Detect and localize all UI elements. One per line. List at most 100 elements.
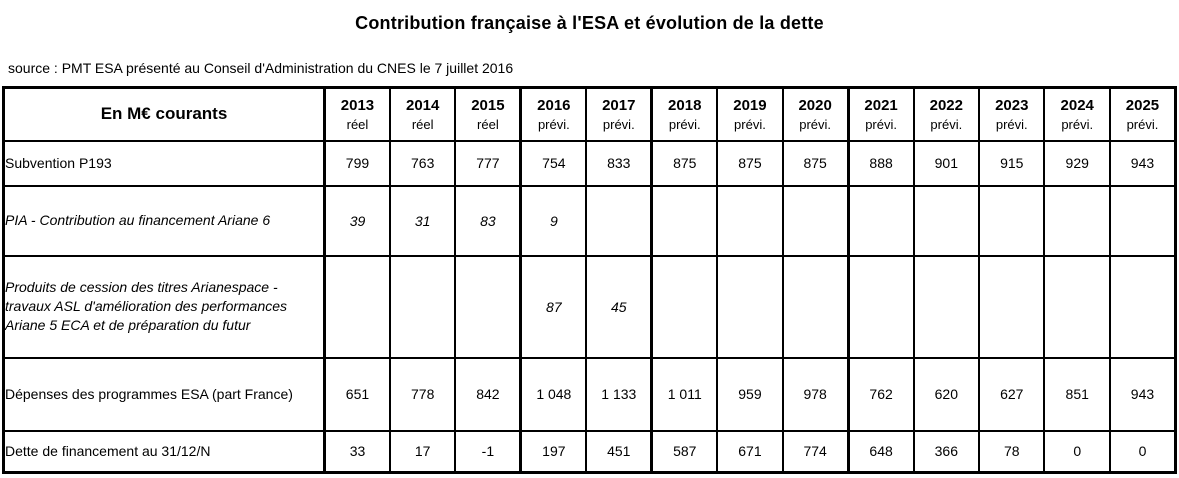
- table-body: Subvention P193 799 763 777 754 833 875 875 875 8…: [2, 139, 1177, 474]
- column-kind-label: prévi.: [602, 116, 635, 132]
- value-cell: [388, 254, 457, 359]
- value-cell: 1 133: [585, 356, 654, 432]
- column-header-2022: 2022 prévi.: [912, 86, 981, 142]
- column-kind-label: prévi.: [1126, 116, 1159, 132]
- column-kind-label: réel: [477, 116, 499, 132]
- year-label: 2018: [668, 96, 702, 114]
- column-kind-label: prévi.: [734, 116, 766, 132]
- year-label: 2024: [1060, 96, 1094, 114]
- year-label: 2020: [798, 96, 832, 114]
- page-title: Contribution française à l'ESA et évolut…: [355, 13, 824, 33]
- value-cell: 9: [519, 184, 588, 257]
- column-header-2017: 2017 prévi.: [585, 86, 654, 142]
- year-label: 2019: [733, 96, 767, 114]
- column-header-2020: 2020 prévi.: [781, 86, 850, 142]
- value-cell: 778: [388, 356, 457, 432]
- value-cell: 648: [847, 429, 915, 474]
- table-row: Dette de financement au 31/12/N 33 17 -1 197…: [2, 429, 1177, 474]
- table-row: Dépenses des programmes ESA (part France…: [2, 356, 1177, 432]
- year-label: 2015: [471, 96, 505, 114]
- value-cell: [1043, 184, 1111, 257]
- value-cell: [781, 184, 850, 257]
- value-cell: 451: [585, 429, 654, 474]
- value-cell: 754: [519, 139, 588, 187]
- value-cell: 87: [519, 254, 588, 359]
- value-cell: 0: [1108, 429, 1177, 474]
- value-cell: -1: [454, 429, 523, 474]
- value-cell: [781, 254, 850, 359]
- value-cell: [454, 254, 523, 359]
- table-row: PIA - Contribution au financement Ariane…: [2, 184, 1177, 257]
- table-row: Produits de cession des titres Arianespa…: [2, 254, 1177, 359]
- value-cell: [716, 184, 784, 257]
- value-cell: 671: [716, 429, 784, 474]
- value-cell: 851: [1043, 356, 1111, 432]
- column-kind-label: prévi.: [537, 116, 570, 132]
- column-header-2016: 2016 prévi.: [519, 86, 588, 142]
- year-label: 2022: [929, 96, 963, 114]
- value-cell: 83: [454, 184, 523, 257]
- value-cell: 45: [585, 254, 654, 359]
- column-header-2018: 2018 prévi.: [650, 86, 719, 142]
- header-row: En M€ courants 2013 réel 2014 réel 2015 réel 2…: [2, 86, 1177, 142]
- value-cell: [1108, 254, 1177, 359]
- value-cell: 929: [1043, 139, 1111, 187]
- column-kind-label: prévi.: [668, 116, 701, 132]
- value-cell: [978, 254, 1046, 359]
- value-cell: [1108, 184, 1177, 257]
- value-cell: [323, 254, 391, 359]
- value-cell: 943: [1108, 356, 1177, 432]
- value-cell: [585, 184, 654, 257]
- value-cell: [847, 184, 915, 257]
- row-label: Dépenses des programmes ESA (part France…: [2, 356, 326, 432]
- year-label: 2021: [864, 96, 898, 114]
- column-header-2025: 2025 prévi.: [1108, 86, 1177, 142]
- value-cell: 762: [847, 356, 915, 432]
- value-cell: 799: [323, 139, 391, 187]
- column-kind-label: réel: [346, 116, 369, 132]
- value-cell: 915: [978, 139, 1046, 187]
- row-label: Subvention P193: [2, 139, 326, 187]
- row-label: Dette de financement au 31/12/N: [2, 429, 326, 474]
- column-kind-label: prévi.: [930, 116, 963, 132]
- column-header-2019: 2019 prévi.: [716, 86, 784, 142]
- year-label: 2023: [995, 96, 1029, 114]
- value-cell: 875: [716, 139, 784, 187]
- value-cell: [650, 184, 719, 257]
- row-label: PIA - Contribution au financement Ariane…: [2, 184, 326, 257]
- value-cell: 777: [454, 139, 523, 187]
- value-cell: 888: [847, 139, 915, 187]
- value-cell: 620: [912, 356, 981, 432]
- column-header-2013: 2013 réel: [323, 86, 391, 142]
- column-kind-label: prévi.: [1061, 116, 1094, 132]
- value-cell: 31: [388, 184, 457, 257]
- value-cell: 774: [781, 429, 850, 474]
- source-line: source : PMT ESA présenté au Conseil d'A…: [8, 60, 514, 76]
- value-cell: 366: [912, 429, 981, 474]
- table-row: Subvention P193 799 763 777 754 833 875 875 875 8…: [2, 139, 1177, 187]
- row-label: Produits de cession des titres Arianespa…: [2, 254, 326, 359]
- value-cell: 39: [323, 184, 391, 257]
- value-cell: 17: [388, 429, 457, 474]
- value-cell: [912, 184, 981, 257]
- value-cell: [847, 254, 915, 359]
- value-cell: 33: [323, 429, 391, 474]
- year-label: 2014: [405, 96, 440, 114]
- value-cell: 959: [716, 356, 784, 432]
- column-kind-label: prévi.: [865, 116, 897, 132]
- column-kind-label: prévi.: [799, 116, 832, 132]
- value-cell: 78: [978, 429, 1046, 474]
- value-cell: [716, 254, 784, 359]
- value-cell: 627: [978, 356, 1046, 432]
- value-cell: 842: [454, 356, 523, 432]
- year-label: 2013: [340, 96, 375, 114]
- year-label: 2016: [537, 96, 571, 114]
- contribution-table: En M€ courants 2013 réel 2014 réel 2015 réel 2…: [2, 86, 1177, 474]
- units-header: En M€ courants: [2, 86, 326, 142]
- column-kind-label: réel: [411, 116, 434, 132]
- value-cell: 943: [1108, 139, 1177, 187]
- value-cell: 1 011: [650, 356, 719, 432]
- value-cell: 875: [781, 139, 850, 187]
- value-cell: 0: [1043, 429, 1111, 474]
